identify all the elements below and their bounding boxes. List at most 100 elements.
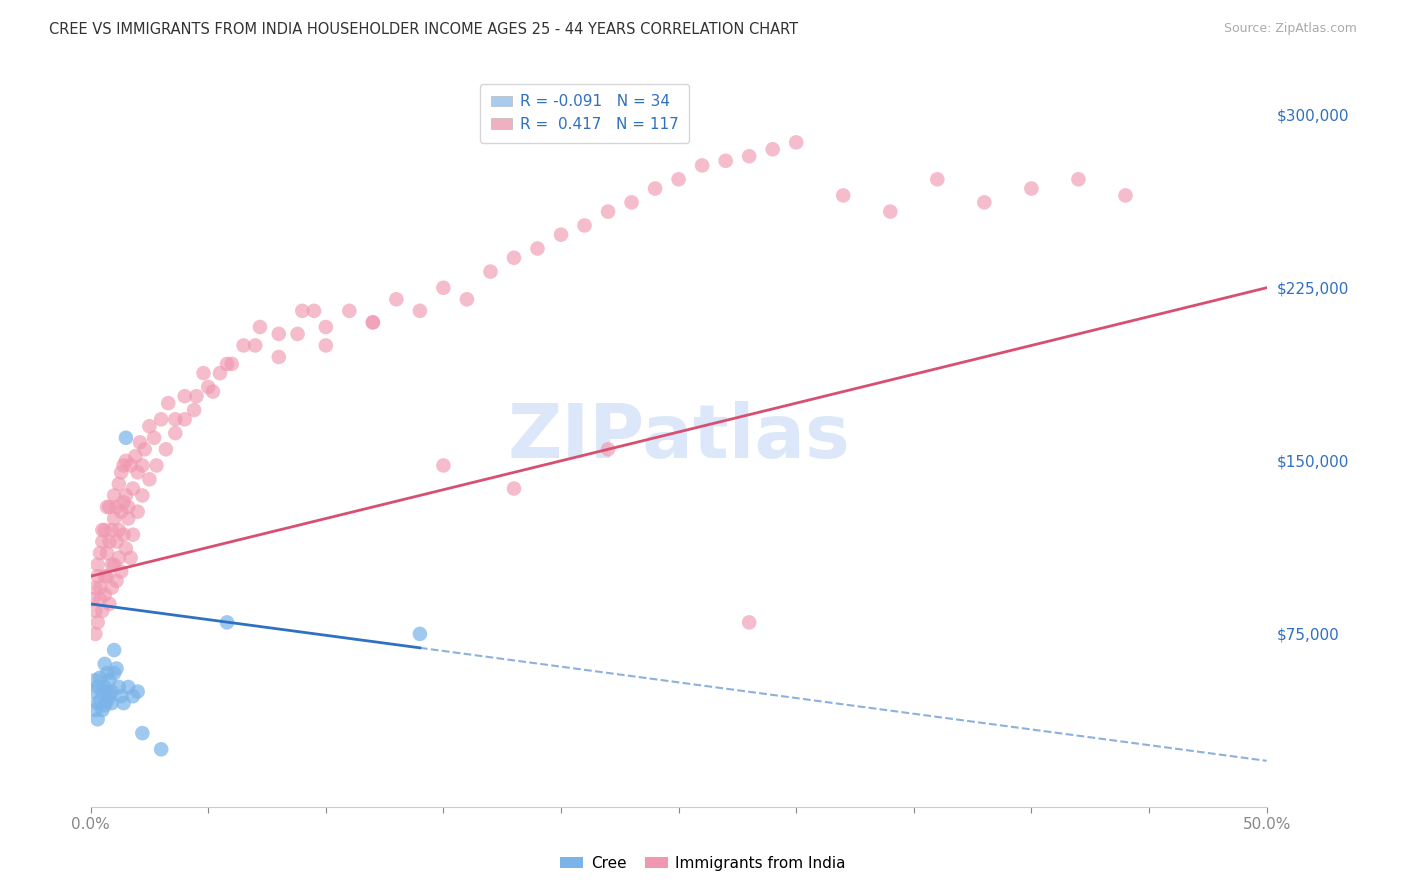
Point — [127, 505, 149, 519]
Point — [91, 684, 114, 698]
Point — [150, 412, 173, 426]
Point — [197, 380, 219, 394]
Point — [91, 604, 114, 618]
Point — [96, 500, 118, 514]
Text: ZIPatlas: ZIPatlas — [508, 401, 849, 475]
Point — [131, 458, 153, 473]
Point — [215, 615, 238, 630]
Point — [620, 195, 643, 210]
Legend: Cree, Immigrants from India: Cree, Immigrants from India — [554, 850, 852, 877]
Point — [86, 696, 108, 710]
Point — [117, 680, 139, 694]
Point — [186, 389, 208, 403]
Point — [315, 338, 337, 352]
Point — [93, 588, 115, 602]
Point — [122, 690, 145, 704]
Point — [127, 466, 149, 480]
Point — [117, 511, 139, 525]
Point — [84, 703, 107, 717]
Point — [86, 712, 108, 726]
Point — [668, 172, 690, 186]
Point — [110, 505, 132, 519]
Point — [574, 219, 596, 233]
Point — [96, 569, 118, 583]
Point — [89, 671, 111, 685]
Point — [432, 281, 454, 295]
Point — [110, 690, 132, 704]
Point — [165, 412, 187, 426]
Point — [112, 527, 135, 541]
Point — [302, 303, 325, 318]
Point — [738, 149, 761, 163]
Point — [927, 172, 949, 186]
Point — [644, 181, 666, 195]
Point — [110, 565, 132, 579]
Point — [120, 458, 142, 473]
Point — [249, 320, 271, 334]
Point — [84, 604, 107, 618]
Point — [86, 680, 108, 694]
Point — [103, 666, 125, 681]
Point — [98, 534, 121, 549]
Point — [103, 511, 125, 525]
Point — [105, 661, 128, 675]
Text: Source: ZipAtlas.com: Source: ZipAtlas.com — [1223, 22, 1357, 36]
Point — [337, 303, 360, 318]
Point — [432, 458, 454, 473]
Point — [120, 550, 142, 565]
Point — [145, 458, 167, 473]
Point — [108, 476, 131, 491]
Point — [86, 558, 108, 572]
Point — [103, 558, 125, 572]
Point — [479, 264, 502, 278]
Point — [93, 569, 115, 583]
Point — [596, 442, 619, 457]
Point — [193, 366, 215, 380]
Point — [115, 488, 138, 502]
Point — [173, 389, 195, 403]
Point — [215, 357, 238, 371]
Point — [82, 592, 104, 607]
Point — [96, 694, 118, 708]
Point — [503, 482, 526, 496]
Point — [91, 703, 114, 717]
Point — [103, 488, 125, 502]
Point — [93, 698, 115, 713]
Point — [101, 523, 124, 537]
Point — [409, 303, 432, 318]
Point — [361, 315, 384, 329]
Point — [183, 403, 205, 417]
Point — [361, 315, 384, 329]
Point — [108, 523, 131, 537]
Point — [86, 569, 108, 583]
Point — [456, 293, 478, 307]
Point — [232, 338, 254, 352]
Point — [96, 546, 118, 560]
Point — [98, 500, 121, 514]
Point — [122, 527, 145, 541]
Point — [832, 188, 855, 202]
Point — [173, 412, 195, 426]
Point — [115, 431, 138, 445]
Point — [245, 338, 267, 352]
Point — [115, 541, 138, 556]
Point — [98, 597, 121, 611]
Point — [122, 482, 145, 496]
Point — [112, 495, 135, 509]
Point — [138, 472, 160, 486]
Point — [155, 442, 177, 457]
Point — [131, 726, 153, 740]
Point — [315, 320, 337, 334]
Point — [1021, 181, 1043, 195]
Point — [112, 696, 135, 710]
Point — [105, 500, 128, 514]
Point — [108, 680, 131, 694]
Point — [134, 442, 156, 457]
Point — [157, 396, 180, 410]
Point — [101, 558, 124, 572]
Point — [138, 419, 160, 434]
Point — [738, 615, 761, 630]
Point — [596, 204, 619, 219]
Point — [201, 384, 224, 399]
Point — [89, 694, 111, 708]
